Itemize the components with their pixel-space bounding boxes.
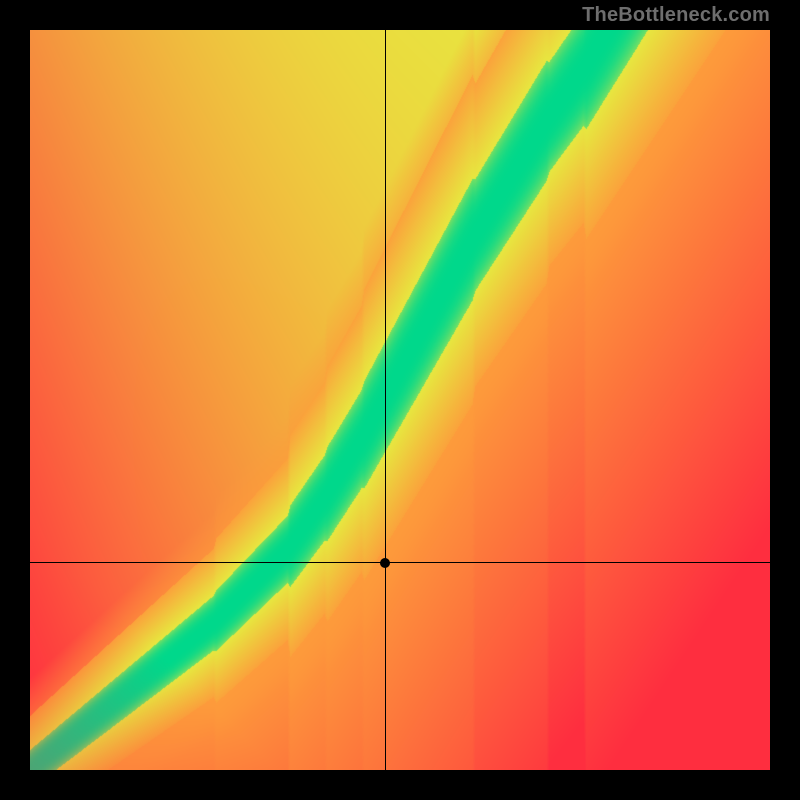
attribution-text: TheBottleneck.com — [582, 4, 770, 27]
chart-container: TheBottleneck.com — [0, 0, 800, 800]
heatmap-canvas — [30, 30, 770, 770]
crosshair-horizontal — [30, 562, 770, 563]
crosshair-vertical — [385, 30, 386, 770]
heatmap-plot — [30, 30, 770, 770]
operating-point-marker — [380, 558, 390, 568]
